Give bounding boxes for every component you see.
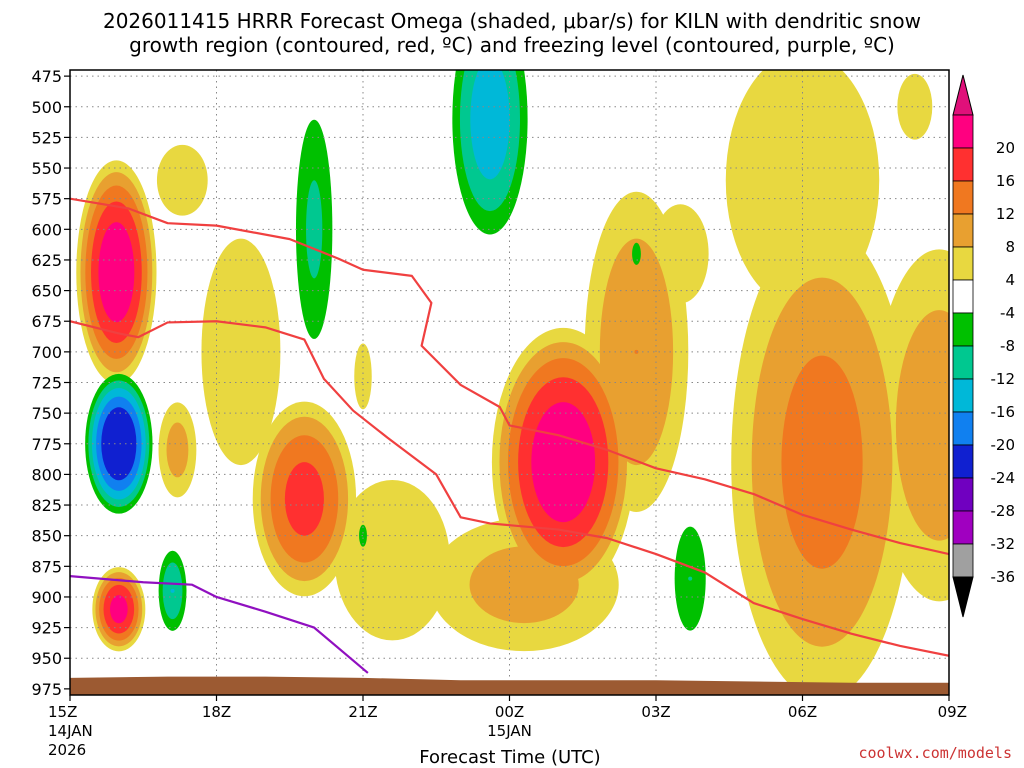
colorbar-swatch-6 [952,312,974,347]
omega-up-cell-0-level-20 [98,222,135,323]
colorbar-swatch-13 [952,543,974,578]
x-tick-date-14JAN: 14JAN [48,722,93,740]
credit-text: coolwx.com/models [858,744,1012,762]
colorbar-label--24: -24 [991,469,1016,487]
y-tick-label-650: 650 [31,282,62,301]
x-tick-date-15JAN: 15JAN [487,722,532,740]
colorbar-label-12: 12 [996,205,1015,223]
y-tick-label-600: 600 [31,220,62,239]
x-tick-label-21Z: 21Z [348,703,377,721]
omega-down-cell-19-level-4 [359,524,367,547]
omega-up-cell-3-level-8 [166,422,189,478]
colorbar-swatch-1 [952,147,974,182]
chart-title-line1: 2026011415 HRRR Forecast Omega (shaded, … [103,9,921,33]
y-tick-label-775: 775 [31,435,62,454]
y-tick-label-725: 725 [31,374,62,393]
omega-shading [76,70,949,695]
omega-down-cell-18-level-8 [306,180,323,279]
y-tick-label-550: 550 [31,159,62,178]
colorbar-label--36: -36 [991,568,1016,586]
dgz-top-contour [70,197,949,556]
chart-title-line2: growth region (contoured, red, ºC) and f… [129,33,895,57]
x-tick-label-15Z: 15Z [48,703,77,721]
y-tick-label-575: 575 [31,190,62,209]
omega-up-cell-14-level-8 [895,310,949,541]
colorbar-swatch-9 [952,411,974,446]
omega-up-cell-15-level-4 [897,73,933,140]
x-tick-year-2026: 2026 [48,741,86,759]
colorbar-swatch-11 [952,477,974,512]
omega-up-cell-8-level-20 [531,402,596,523]
colorbar-swatch-2 [952,180,974,215]
omega-down-cell-22-level-4 [632,242,641,265]
y-tick-label-800: 800 [31,465,62,484]
y-tick-label-700: 700 [31,343,62,362]
y-tick-label-825: 825 [31,496,62,515]
y-tick-label-975: 975 [31,680,62,699]
y-tick-label-625: 625 [31,251,62,270]
colorbar-bottom-arrow [952,576,974,618]
colorbar-swatch-0 [952,114,974,149]
colorbar-label--4: -4 [1000,304,1015,322]
omega-up-cell-11-level-4 [652,204,709,304]
colorbar-label-16: 16 [996,172,1015,190]
y-tick-label-675: 675 [31,312,62,331]
omega-down-cell-21-level-8 [688,576,693,581]
terrain-layer [70,676,949,695]
colorbar-top-arrow [952,74,974,116]
colorbar-swatch-5 [952,279,974,314]
colorbar-label-4: 4 [1005,271,1015,289]
omega-up-cell-4-level-16 [284,462,324,536]
dgz-bottom-contour [70,320,949,657]
colorbar-swatch-7 [952,345,974,380]
y-tick-label-950: 950 [31,649,62,668]
colorbar-label--32: -32 [991,535,1016,553]
y-tick-label-875: 875 [31,557,62,576]
x-tick-label-18Z: 18Z [202,703,231,721]
colorbar-label-8: 8 [1005,238,1015,256]
x-tick-label-03Z: 03Z [641,703,670,721]
ground-terrain [70,676,949,695]
y-tick-label-475: 475 [31,67,62,86]
grid-lines [70,70,949,695]
colorbar-label--8: -8 [1000,337,1015,355]
y-tick-label-525: 525 [31,128,62,147]
colorbar-swatch-4 [952,246,974,281]
y-tick-label-925: 925 [31,619,62,638]
colorbar-swatch-10 [952,444,974,479]
y-tick-label-500: 500 [31,98,62,117]
x-tick-label-06Z: 06Z [788,703,817,721]
y-tick-label-850: 850 [31,527,62,546]
omega-up-cell-6-level-4 [354,343,372,410]
x-tick-label-09Z: 09Z [938,703,967,721]
omega-down-cell-17-level-12 [170,588,175,593]
colorbar-label--28: -28 [991,502,1016,520]
freezing-level-contour [70,575,369,674]
colorbar-label-20: 20 [996,139,1015,157]
y-tick-label-750: 750 [31,404,62,423]
temperature-contours [70,197,949,674]
colorbar-swatch-12 [952,510,974,545]
omega-down-cell-16-level-20 [101,407,137,481]
colorbar-swatch-3 [952,213,974,248]
plot-area [70,70,949,695]
y-axis: 475 500 525 550 575 600 625 650 675 700 725 750 775 8… [31,67,70,699]
x-axis-label: Forecast Time (UTC) [419,747,600,768]
colorbar-label--12: -12 [991,370,1016,388]
omega-up-cell-9-level-8 [469,546,579,624]
x-tick-label-00Z: 00Z [495,703,524,721]
colorbar: 20 16 12 8 4 -4 -8 -12 -16 -20 -24 -28 -32 -36 [952,74,1016,618]
omega-down-cell-20-level-12 [470,70,510,180]
colorbar-label--16: -16 [991,403,1016,421]
omega-up-cell-10-level-12 [634,349,639,354]
colorbar-swatch-8 [952,378,974,413]
omega-up-cell-7-level-4 [334,479,450,641]
omega-up-cell-1-level-20 [109,595,128,624]
colorbar-label--20: -20 [991,436,1016,454]
omega-up-cell-2-level-4 [156,144,208,216]
omega-up-cell-13-level-12 [781,355,863,569]
y-tick-label-900: 900 [31,588,62,607]
